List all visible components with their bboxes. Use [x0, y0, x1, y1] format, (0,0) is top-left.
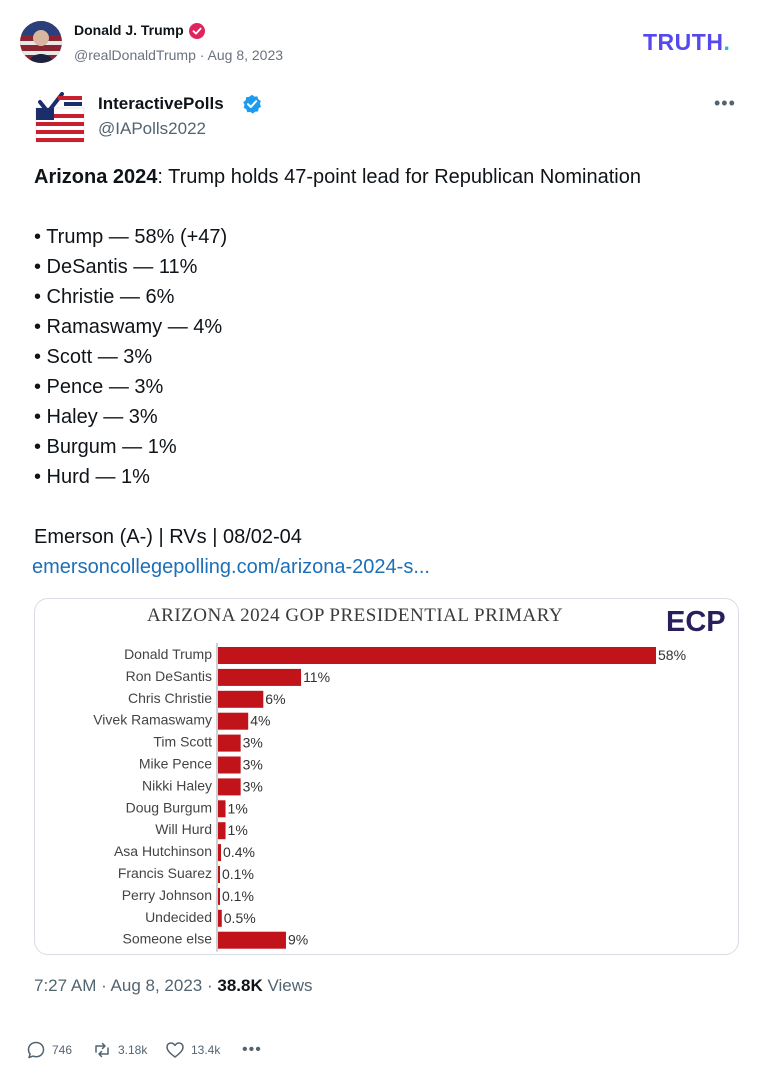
category-label: Chris Christie [128, 690, 212, 706]
reply-icon [27, 1041, 45, 1059]
bar-value-label: 58% [658, 647, 686, 663]
bar [218, 844, 222, 862]
bar [218, 734, 241, 752]
bar-value-label: 6% [265, 691, 285, 707]
bar-value-label: 0.1% [222, 866, 254, 882]
bullet-item: • DeSantis — 11% [34, 256, 198, 278]
category-label: Mike Pence [139, 756, 212, 772]
bar-value-label: 0.5% [224, 910, 256, 926]
more-options-icon[interactable]: ••• [714, 93, 736, 113]
ecp-logo-text: ECP [666, 606, 726, 636]
truth-logo[interactable]: TRUTH. [643, 29, 730, 56]
bar [218, 800, 226, 818]
category-label: Vivek Ramaswamy [93, 712, 212, 728]
bar-value-label: 1% [228, 800, 248, 816]
headline-rest: : Trump holds 47-point lead for Republic… [157, 166, 641, 188]
tweet-headline: Arizona 2024: Trump holds 47-point lead … [34, 166, 641, 189]
bullet-item: • Scott — 3% [34, 346, 153, 368]
chart-title: ARIZONA 2024 GOP PRESIDENTIAL PRIMARY [146, 605, 564, 626]
truth-logo-dot: . [723, 29, 731, 55]
bullet-item: • Christie — 6% [34, 286, 175, 308]
retruth-icon [95, 1042, 109, 1058]
author-handle-line: @realDonaldTrump · Aug 8, 2023 [74, 47, 283, 63]
heart-icon [166, 1042, 184, 1058]
bar-value-label: 9% [288, 932, 308, 948]
category-label: Ron DeSantis [126, 668, 212, 684]
bullet-item: • Hurd — 1% [34, 466, 150, 488]
category-label: Nikki Haley [142, 777, 212, 793]
bar [218, 887, 220, 905]
author-handle[interactable]: @realDonaldTrump [74, 47, 196, 63]
category-label: Asa Hutchinson [114, 843, 212, 859]
post-date[interactable]: Aug 8, 2023 [207, 47, 284, 63]
category-label: Francis Suarez [118, 865, 212, 881]
category-label: Perry Johnson [122, 887, 212, 903]
retruth-button[interactable]: 3.18k [92, 1040, 147, 1060]
tweet-author-handle[interactable]: @IAPolls2022 [98, 119, 206, 138]
poll-link[interactable]: emersoncollegepolling.com/arizona-2024-s… [32, 556, 430, 578]
author-name[interactable]: Donald J. Trump [74, 22, 184, 38]
chart-image-card[interactable]: ARIZONA 2024 GOP PRESIDENTIAL PRIMARY EC… [34, 598, 739, 955]
bar-value-label: 0.1% [222, 888, 254, 904]
bar [218, 778, 241, 796]
bar [218, 690, 264, 708]
bar-value-label: 3% [243, 778, 263, 794]
poll-source: Emerson (A-) | RVs | 08/02-04 [34, 526, 302, 548]
category-label: Undecided [145, 909, 212, 925]
reply-button[interactable]: 746 [26, 1040, 72, 1060]
category-label: Donald Trump [124, 646, 212, 662]
bullet-item: • Ramaswamy — 4% [34, 316, 223, 338]
bar-value-label: 3% [243, 735, 263, 751]
bar [218, 668, 302, 686]
views-label: Views [267, 976, 313, 995]
handle-separator: · [195, 47, 208, 63]
bullet-item: • Burgum — 1% [34, 436, 177, 458]
truth-logo-text: TRUTH [643, 29, 724, 55]
bar-value-label: 0.4% [223, 844, 255, 860]
bar-value-label: 3% [243, 757, 263, 773]
bar [218, 756, 241, 774]
bar [218, 931, 286, 949]
bar [218, 712, 249, 730]
tweet-avatar-flag-check-icon[interactable] [34, 92, 86, 144]
tweet-verified-badge-icon [242, 94, 262, 114]
views-count: 38.8K [217, 976, 263, 995]
bar-value-label: 4% [250, 713, 270, 729]
like-button[interactable]: 13.4k [165, 1040, 220, 1060]
verified-badge-icon [189, 23, 205, 39]
bar-value-label: 11% [303, 669, 330, 685]
bar [218, 647, 656, 664]
bar [218, 822, 226, 840]
ecp-logo: ECP [666, 606, 726, 636]
bar-chart: Donald Trump 58% Ron DeSantis 11% Chris Chri… [93, 643, 686, 952]
retruth-count: 3.18k [118, 1043, 148, 1057]
bullet-item: • Haley — 3% [34, 406, 158, 428]
more-actions-icon[interactable]: ••• [242, 1041, 262, 1058]
tweet-date: Aug 8, 2023 [110, 976, 203, 995]
bar-value-label: 1% [228, 822, 248, 838]
bar [218, 909, 222, 927]
headline-bold: Arizona 2024 [34, 166, 158, 188]
category-label: Will Hurd [155, 821, 212, 837]
author-avatar[interactable] [20, 21, 62, 63]
category-label: Tim Scott [153, 734, 212, 750]
like-count: 13.4k [191, 1043, 221, 1057]
bullet-item: • Trump — 58% (+47) [34, 226, 228, 248]
bullet-item: • Pence — 3% [34, 376, 164, 398]
tweet-time: 7:27 AM [34, 976, 97, 995]
reply-count: 746 [52, 1043, 73, 1057]
bar [218, 866, 220, 883]
category-label: Doug Burgum [126, 799, 212, 815]
category-label: Someone else [122, 931, 212, 947]
tweet-timestamp-line: 7:27 AM · Aug 8, 2023 · 38.8K Views [34, 976, 313, 995]
tweet-author-name[interactable]: InteractivePolls [98, 94, 224, 113]
